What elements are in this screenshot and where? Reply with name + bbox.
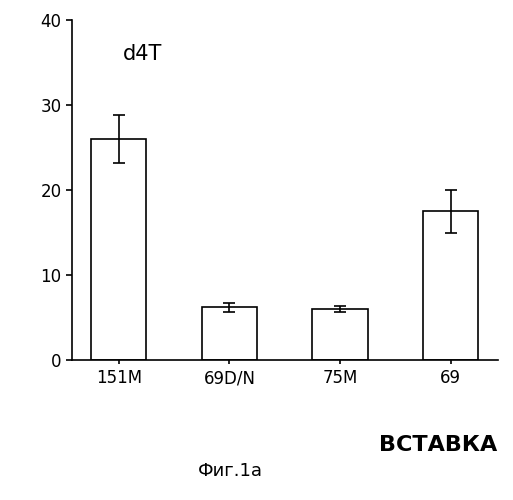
Bar: [91, 139, 147, 360]
Bar: [423, 211, 478, 360]
Text: d4T: d4T: [123, 44, 162, 64]
Bar: [202, 308, 257, 360]
Bar: [312, 309, 368, 360]
Text: Фиг.1а: Фиг.1а: [199, 462, 263, 480]
Text: ВСТАВКА: ВСТАВКА: [379, 435, 498, 455]
